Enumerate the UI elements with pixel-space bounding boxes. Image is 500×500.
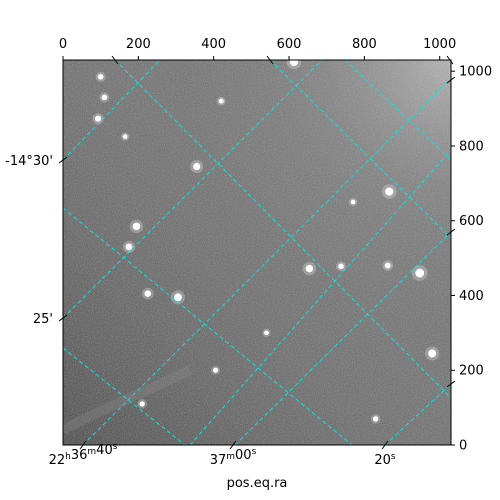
axes: 0 200 400 600 800 1000 0 200 400 600 800 1000 22h36m… (5, 37, 492, 468)
grid-line (384, 383, 451, 445)
y-right-tick-label: 200 (459, 364, 484, 379)
ra-tick (79, 440, 87, 450)
ra-tick-top (111, 55, 119, 65)
star (264, 330, 269, 336)
grid-line (63, 207, 353, 445)
ra-tick-label: 22h36m40s (49, 442, 118, 468)
dec-tick-right (446, 76, 456, 84)
y-right-tick-label: 0 (459, 439, 467, 454)
grid-line (63, 347, 186, 445)
image-streak (63, 365, 193, 435)
dec-tick-right (446, 380, 456, 388)
star (132, 222, 141, 231)
grid-line (344, 60, 451, 161)
star (305, 264, 314, 273)
grid-line (189, 149, 451, 445)
x-top-tick-label: 800 (352, 37, 377, 52)
star (373, 416, 379, 422)
star (384, 262, 391, 269)
star (101, 94, 108, 101)
ra-tick-top (266, 55, 274, 65)
y-right-tick-label: 800 (459, 139, 484, 154)
sky-image (63, 60, 451, 445)
star (350, 199, 356, 205)
grid-line (114, 60, 451, 399)
grid-line (63, 60, 323, 319)
grid-line (234, 231, 451, 445)
x-top-tick-label: 0 (59, 37, 67, 52)
coordinate-grid (63, 60, 451, 445)
dec-tick-label: 25' (33, 312, 53, 327)
stars-layer (92, 60, 440, 424)
star (144, 290, 152, 297)
ra-tick (381, 440, 389, 450)
star (122, 134, 128, 139)
star (94, 115, 102, 122)
dec-tick-right (446, 228, 456, 236)
ra-tick (229, 440, 237, 450)
x-top-tick-label: 600 (277, 37, 302, 52)
x-top-tick-label: 1000 (423, 37, 456, 52)
dec-tick (58, 314, 68, 322)
ra-tick-label: 37m00s (210, 447, 257, 468)
star (385, 187, 394, 196)
y-right-tick-label: 600 (459, 214, 484, 229)
ra-tick-top (446, 55, 454, 65)
y-right-tick-label: 1000 (459, 65, 492, 80)
star (338, 263, 344, 270)
ra-tick-label: 20s (374, 452, 396, 468)
x-top-tick-label: 400 (201, 37, 226, 52)
dec-tick-label: -14°30' (5, 154, 53, 169)
star (173, 293, 182, 302)
star (97, 74, 104, 80)
image-noise (63, 60, 451, 445)
star (193, 162, 201, 171)
star (139, 401, 145, 407)
x-axis-title: pos.eq.ra (227, 476, 288, 491)
grid-line (269, 60, 451, 239)
star (289, 60, 298, 66)
y-right-tick-label: 400 (459, 289, 484, 304)
grid-line (82, 77, 451, 445)
star (125, 243, 133, 251)
star (213, 367, 219, 373)
plot-frame (62, 59, 452, 446)
x-top-tick-label: 200 (126, 37, 151, 52)
dec-tick (58, 156, 68, 164)
star (218, 98, 224, 104)
star (428, 349, 437, 358)
grid-line (63, 60, 161, 161)
star (415, 268, 425, 278)
